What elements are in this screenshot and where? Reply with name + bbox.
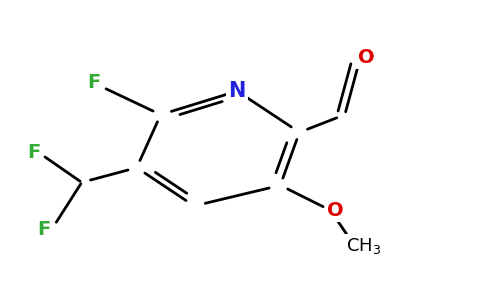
Text: N: N bbox=[228, 81, 246, 101]
Text: CH$_3$: CH$_3$ bbox=[347, 236, 381, 256]
Text: F: F bbox=[87, 73, 100, 92]
Text: F: F bbox=[37, 220, 50, 239]
Text: O: O bbox=[358, 48, 375, 67]
Text: O: O bbox=[327, 201, 344, 220]
Text: F: F bbox=[27, 143, 41, 162]
